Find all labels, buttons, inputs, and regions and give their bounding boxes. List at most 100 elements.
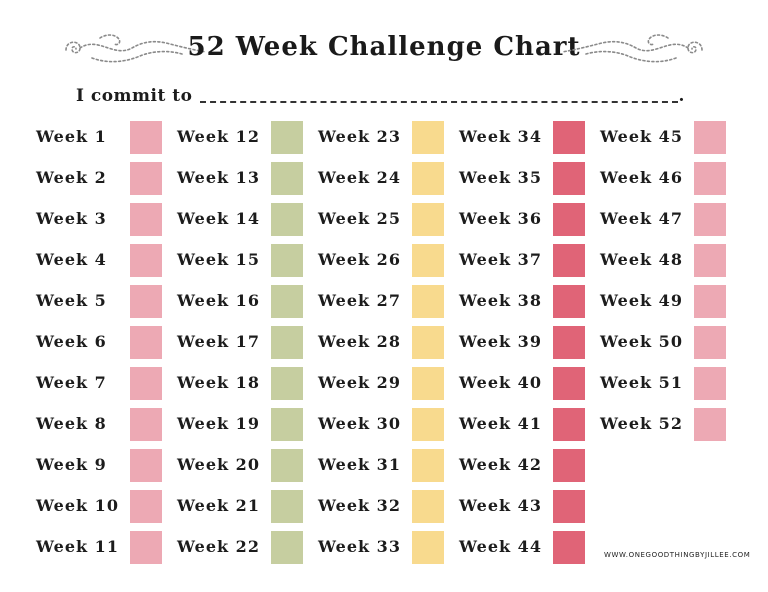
week-checkbox[interactable] (553, 244, 585, 277)
week-label: Week 48 (600, 250, 683, 269)
week-checkbox[interactable] (130, 285, 162, 318)
week-row: Week 33 (318, 528, 459, 569)
week-label: Week 35 (459, 168, 542, 187)
flourish-right-icon (561, 34, 703, 63)
week-row: Week 28 (318, 323, 459, 364)
week-checkbox[interactable] (412, 531, 444, 564)
week-checkbox[interactable] (130, 449, 162, 482)
week-checkbox[interactable] (271, 367, 303, 400)
week-row: Week 47 (600, 200, 741, 241)
week-checkbox[interactable] (271, 408, 303, 441)
week-label: Week 12 (177, 127, 260, 146)
week-row: Week 31 (318, 446, 459, 487)
week-checkbox[interactable] (694, 326, 726, 359)
week-checkbox[interactable] (694, 408, 726, 441)
week-checkbox[interactable] (553, 203, 585, 236)
week-label: Week 42 (459, 455, 542, 474)
week-label: Week 37 (459, 250, 542, 269)
week-label: Week 30 (318, 414, 401, 433)
week-checkbox[interactable] (553, 121, 585, 154)
week-checkbox[interactable] (553, 449, 585, 482)
week-checkbox[interactable] (271, 326, 303, 359)
week-checkbox[interactable] (694, 121, 726, 154)
week-label: Week 24 (318, 168, 401, 187)
week-checkbox[interactable] (271, 203, 303, 236)
week-row: Week 1 (36, 118, 177, 159)
week-row: Week 22 (177, 528, 318, 569)
week-checkbox[interactable] (553, 326, 585, 359)
week-label: Week 18 (177, 373, 260, 392)
week-label: Week 11 (36, 537, 119, 556)
week-label: Week 36 (459, 209, 542, 228)
week-checkbox[interactable] (271, 449, 303, 482)
week-checkbox[interactable] (553, 285, 585, 318)
week-checkbox[interactable] (271, 244, 303, 277)
week-checkbox[interactable] (553, 490, 585, 523)
week-column: Week 23 Week 24 Week 25 Week 26 Week 27 Week … (318, 118, 459, 569)
week-checkbox[interactable] (412, 285, 444, 318)
week-checkbox[interactable] (130, 326, 162, 359)
week-checkbox[interactable] (130, 162, 162, 195)
week-checkbox[interactable] (271, 285, 303, 318)
week-checkbox[interactable] (130, 408, 162, 441)
week-checkbox[interactable] (694, 162, 726, 195)
week-label: Week 20 (177, 455, 260, 474)
week-checkbox[interactable] (130, 367, 162, 400)
week-column: Week 34 Week 35 Week 36 Week 37 Week 38 Week … (459, 118, 600, 569)
week-checkbox[interactable] (271, 121, 303, 154)
week-row: Week 39 (459, 323, 600, 364)
week-checkbox[interactable] (412, 203, 444, 236)
week-checkbox[interactable] (412, 449, 444, 482)
week-label: Week 25 (318, 209, 401, 228)
week-row: Week 52 (600, 405, 741, 446)
week-checkbox[interactable] (553, 162, 585, 195)
week-label: Week 52 (600, 414, 683, 433)
week-checkbox[interactable] (553, 531, 585, 564)
week-label: Week 19 (177, 414, 260, 433)
week-label: Week 43 (459, 496, 542, 515)
commit-blank[interactable] (200, 99, 679, 103)
week-row: Week 21 (177, 487, 318, 528)
week-checkbox[interactable] (694, 244, 726, 277)
week-row: Week 18 (177, 364, 318, 405)
week-checkbox[interactable] (694, 203, 726, 236)
week-row: Week 15 (177, 241, 318, 282)
week-label: Week 13 (177, 168, 260, 187)
week-row: Week 51 (600, 364, 741, 405)
week-label: Week 10 (36, 496, 119, 515)
week-checkbox[interactable] (412, 244, 444, 277)
week-label: Week 14 (177, 209, 260, 228)
week-checkbox[interactable] (553, 408, 585, 441)
week-row: Week 20 (177, 446, 318, 487)
week-row: Week 35 (459, 159, 600, 200)
week-label: Week 21 (177, 496, 260, 515)
week-row: Week 40 (459, 364, 600, 405)
week-label: Week 44 (459, 537, 542, 556)
week-label: Week 50 (600, 332, 683, 351)
title-banner: 52 Week Challenge Chart (0, 28, 768, 72)
week-checkbox[interactable] (412, 367, 444, 400)
page-title: 52 Week Challenge Chart (187, 32, 581, 62)
week-checkbox[interactable] (271, 162, 303, 195)
week-checkbox[interactable] (130, 531, 162, 564)
week-checkbox[interactable] (412, 408, 444, 441)
week-row: Week 46 (600, 159, 741, 200)
week-checkbox[interactable] (271, 490, 303, 523)
week-checkbox[interactable] (412, 490, 444, 523)
week-checkbox[interactable] (130, 121, 162, 154)
week-checkbox[interactable] (271, 531, 303, 564)
week-checkbox[interactable] (694, 367, 726, 400)
week-checkbox[interactable] (412, 162, 444, 195)
week-row: Week 4 (36, 241, 177, 282)
week-row: Week 23 (318, 118, 459, 159)
week-row: Week 24 (318, 159, 459, 200)
week-label: Week 46 (600, 168, 683, 187)
week-label: Week 28 (318, 332, 401, 351)
week-checkbox[interactable] (412, 326, 444, 359)
week-checkbox[interactable] (130, 244, 162, 277)
week-checkbox[interactable] (694, 285, 726, 318)
week-checkbox[interactable] (130, 203, 162, 236)
week-checkbox[interactable] (130, 490, 162, 523)
week-checkbox[interactable] (412, 121, 444, 154)
week-checkbox[interactable] (553, 367, 585, 400)
